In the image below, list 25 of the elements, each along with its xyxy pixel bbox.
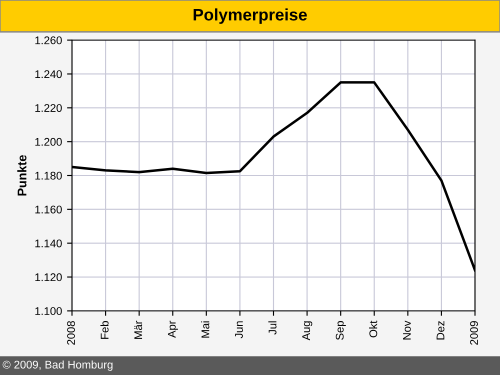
text: © 2009, Bad Homburg	[2, 360, 113, 371]
y-tick-label: 1.240	[35, 70, 62, 78]
y-tick-label: 1.120	[35, 273, 62, 282]
y-axis-title: Punkte	[17, 155, 26, 196]
x-tick-label: 2008	[67, 321, 75, 345]
y-tick-label: 1.220	[35, 104, 62, 112]
x-tick-label: Apr	[168, 320, 178, 338]
x-tick-label: Jun	[235, 321, 243, 338]
x-tick-label: Aug	[302, 321, 312, 340]
y-tick-label: 1.260	[35, 36, 62, 44]
chart-title: Polymerpreise	[194, 8, 307, 24]
x-tick-label: Mär	[134, 320, 142, 339]
y-tick-label: 1.180	[35, 172, 62, 180]
x-tick-label: Mai	[201, 321, 210, 338]
y-tick-label: 1.100	[35, 307, 62, 316]
x-tick-label: Dez	[436, 321, 444, 340]
y-tick-label: 1.200	[35, 138, 62, 146]
x-tick-label: Jul	[268, 321, 276, 335]
x-tick-label: 2009	[470, 321, 478, 345]
x-tick-label: Feb	[100, 321, 109, 339]
y-tick-label: 1.160	[35, 206, 62, 214]
x-tick-label: Nov	[403, 320, 411, 340]
x-tick-label: Sep	[336, 321, 346, 340]
x-tick-label: Okt	[369, 320, 378, 338]
y-tick-label: 1.140	[35, 239, 62, 248]
